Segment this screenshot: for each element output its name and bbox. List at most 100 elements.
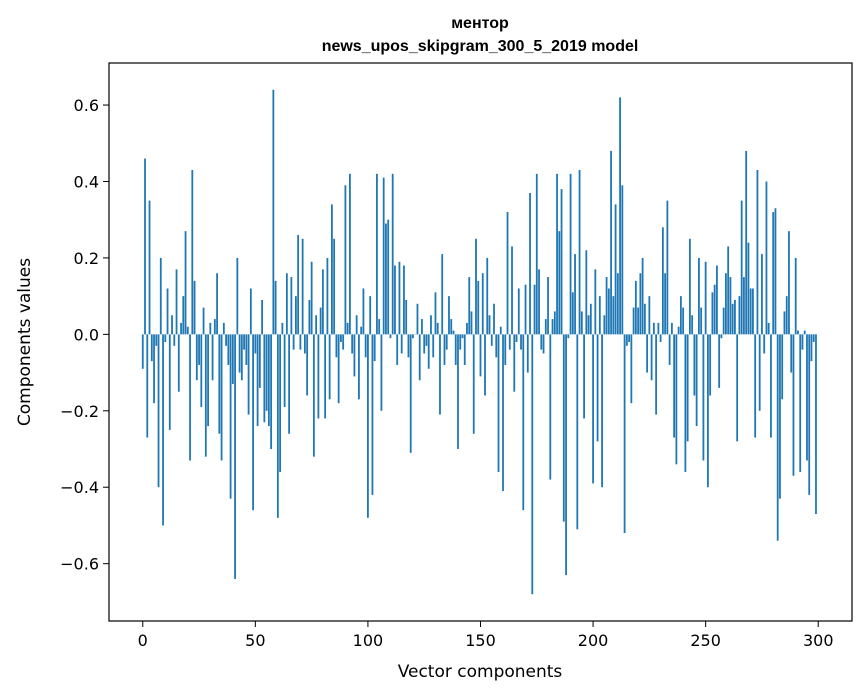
bar [254, 334, 257, 354]
bar [331, 204, 333, 335]
bar [290, 277, 293, 335]
bar [400, 334, 403, 354]
bar [727, 246, 730, 335]
bar [589, 303, 592, 335]
bar [261, 299, 263, 335]
bar [285, 273, 288, 335]
bar [191, 170, 194, 335]
bar [790, 334, 793, 373]
bar [245, 334, 248, 365]
bar [434, 292, 437, 335]
bar [207, 334, 209, 427]
x-tick-label: 150 [465, 631, 496, 650]
bar [360, 326, 363, 335]
bar [522, 334, 525, 511]
bar [603, 315, 606, 335]
bar [648, 296, 651, 335]
bar [146, 334, 149, 438]
bar [297, 234, 300, 335]
bar [738, 296, 741, 335]
bar [225, 334, 227, 346]
bar [324, 334, 327, 419]
bar [531, 334, 534, 595]
bar [580, 311, 583, 335]
bar [571, 292, 574, 335]
bar [157, 334, 160, 488]
bar [227, 334, 230, 365]
bar [718, 334, 721, 388]
bar [231, 334, 234, 385]
bar [448, 296, 450, 335]
bar [808, 334, 811, 495]
x-axis-ticks: 0 50 100 150 200 250 300 [138, 621, 834, 650]
bar [506, 212, 509, 335]
bar [569, 173, 572, 335]
bar [457, 334, 459, 450]
bar [234, 334, 236, 579]
bar [668, 334, 671, 365]
bar [396, 334, 399, 365]
bar [695, 334, 698, 427]
bar [709, 334, 712, 396]
bar [312, 334, 315, 457]
bar [270, 334, 273, 450]
bar [164, 334, 167, 342]
bar [716, 265, 718, 335]
bar [763, 334, 766, 354]
bar [664, 273, 667, 335]
bar [794, 257, 797, 335]
bar [540, 334, 543, 350]
bar [281, 322, 284, 335]
bar [731, 303, 734, 335]
bar [466, 322, 468, 335]
bar [596, 334, 599, 442]
bar [159, 257, 162, 335]
bar [774, 208, 777, 335]
bar [612, 296, 615, 335]
bar [394, 265, 396, 335]
y-tick-label: −0.2 [60, 402, 99, 421]
bar [184, 231, 187, 335]
bar [511, 246, 513, 335]
bar [376, 173, 378, 335]
bar [562, 334, 565, 522]
bar [391, 173, 394, 335]
bar [301, 238, 304, 335]
bar [407, 334, 410, 358]
bar [686, 334, 689, 442]
bar [698, 257, 700, 335]
bar [734, 299, 736, 335]
bar [585, 250, 588, 335]
bar [560, 189, 563, 335]
bar [752, 288, 754, 335]
bar [549, 334, 552, 480]
y-tick-label: −0.6 [60, 555, 99, 574]
bar [238, 334, 241, 373]
bar [770, 334, 772, 438]
bar [499, 326, 502, 335]
bar [743, 277, 745, 335]
bar [495, 334, 498, 358]
bar [252, 334, 254, 511]
bar [520, 334, 522, 350]
bar [443, 334, 446, 365]
bar [481, 273, 484, 335]
bar [542, 334, 545, 354]
bar [202, 307, 205, 335]
bar [153, 334, 155, 404]
bar [155, 334, 158, 346]
bar [427, 334, 430, 369]
bar [493, 303, 495, 335]
bar [321, 269, 324, 335]
bar [758, 334, 761, 411]
bar [551, 319, 554, 335]
bar [725, 273, 727, 335]
bar [267, 334, 270, 427]
bar [682, 307, 685, 335]
bar [409, 334, 412, 453]
bar [416, 303, 419, 335]
bar [344, 185, 347, 335]
bar [785, 296, 788, 335]
bar [369, 296, 372, 335]
bar [587, 315, 590, 335]
